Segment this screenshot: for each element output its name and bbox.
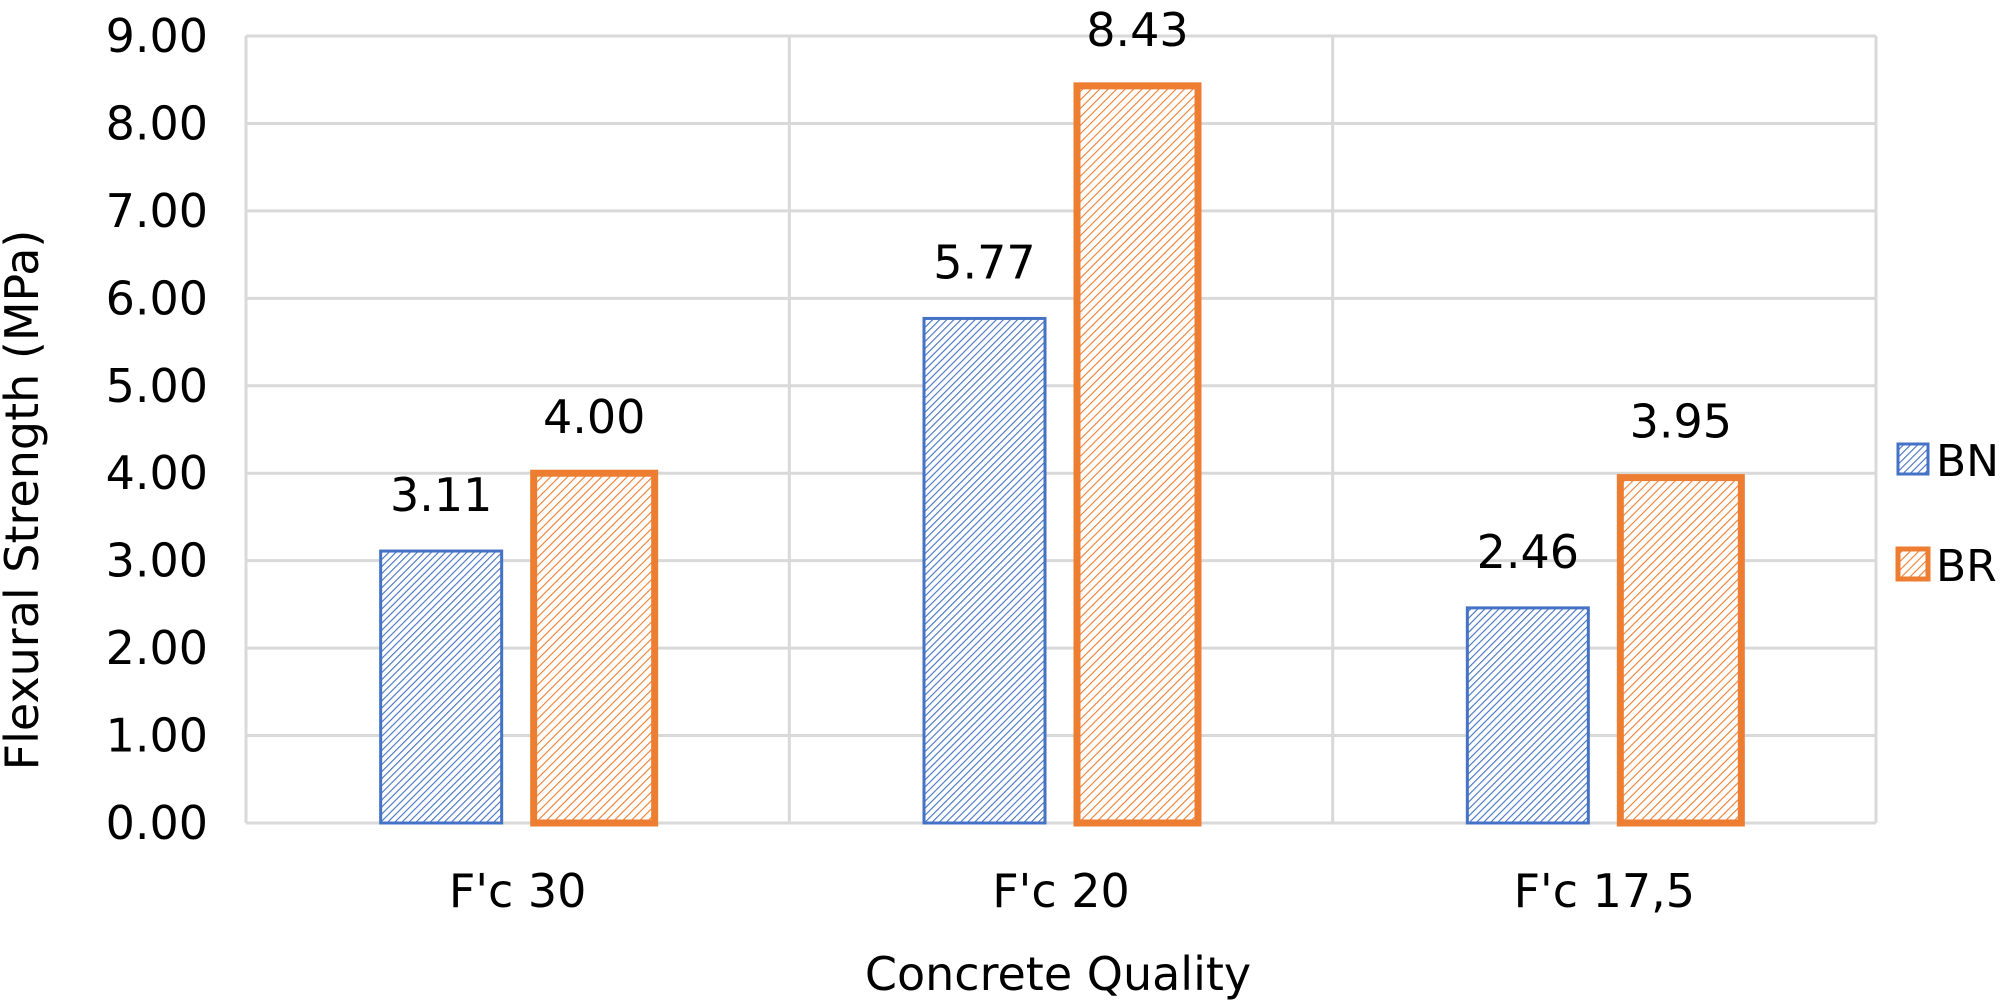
legend-swatch-bn (1896, 442, 1930, 476)
y-tick-label: 2.00 (106, 621, 208, 675)
y-tick-label: 3.00 (106, 534, 208, 588)
legend-label-bn: BN (1936, 436, 1999, 487)
bar-bn-3 (1465, 606, 1590, 825)
bar-br-1 (530, 469, 659, 827)
x-category-label: F'c 20 (992, 864, 1130, 918)
y-tick-label: 4.00 (106, 446, 208, 500)
y-tick-label: 6.00 (106, 271, 208, 325)
y-tick-label: 5.00 (106, 359, 208, 413)
y-tick-label: 0.00 (106, 796, 208, 850)
data-label-br-1: 4.00 (543, 390, 645, 444)
legend: BN BR (1895, 436, 1999, 592)
legend-label-br: BR (1936, 541, 1997, 592)
bar-br-2 (1073, 82, 1202, 827)
y-tick-label: 1.00 (106, 709, 208, 763)
x-category-label: F'c 30 (449, 864, 587, 918)
bar-bn-1 (379, 549, 504, 825)
bar-br-3 (1616, 474, 1745, 827)
data-label-bn-1: 3.11 (390, 468, 492, 522)
y-tick-label: 9.00 (106, 9, 208, 63)
gridlines (244, 34, 1878, 825)
data-label-bn-2: 5.77 (933, 235, 1035, 289)
legend-swatch-br (1895, 546, 1931, 582)
y-axis-ticks: 0.00 1.00 2.00 3.00 4.00 5.00 6.00 7.00 8.00 9.00 (106, 9, 208, 850)
x-axis-title: Concrete Quality (865, 947, 1251, 1000)
x-category-label: F'c 17,5 (1514, 864, 1695, 918)
data-label-bn-3: 2.46 (1477, 525, 1579, 579)
bar-bn-2 (922, 316, 1047, 825)
data-label-br-2: 8.43 (1086, 3, 1188, 57)
bars (379, 82, 1745, 827)
y-tick-label: 8.00 (106, 96, 208, 150)
x-axis-categories: F'c 30 F'c 20 F'c 17,5 (449, 864, 1695, 918)
data-labels: 3.11 4.00 5.77 8.43 2.46 3.95 (390, 3, 1732, 579)
data-label-br-3: 3.95 (1630, 395, 1732, 449)
y-axis-title: Flexural Strength (MPa) (0, 230, 49, 771)
y-tick-label: 7.00 (106, 184, 208, 238)
